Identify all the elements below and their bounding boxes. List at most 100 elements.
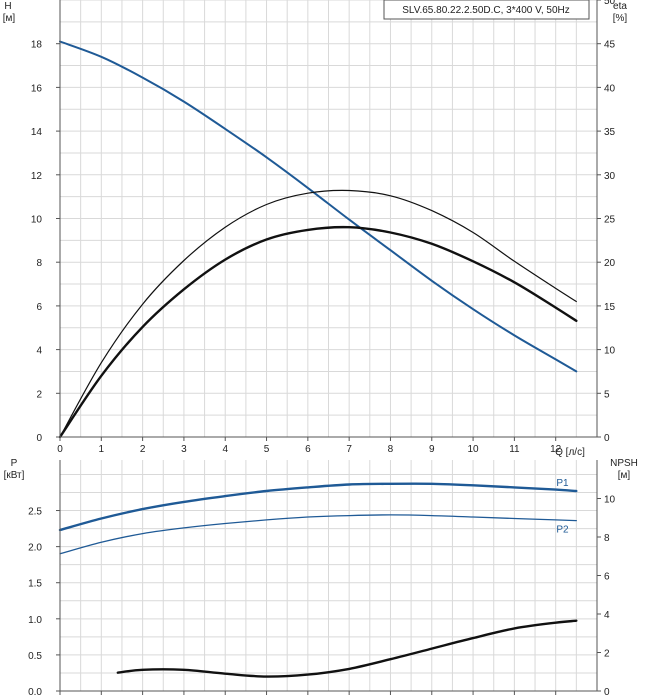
right-tick-label: 0 (604, 433, 610, 444)
left-tick-label: 1.5 (28, 579, 42, 590)
right-tick-label: 15 (604, 302, 616, 313)
left-tick: 2 (36, 389, 60, 400)
right-tick: 4 (597, 610, 610, 621)
top-chart-series (58, 40, 578, 439)
right-tick-label: 30 (604, 171, 616, 182)
x-tick: 11 (509, 437, 520, 455)
right-tick-label: 45 (604, 40, 616, 51)
npsh-axis-label-line2: [м] (618, 470, 631, 481)
left-tick-label: 0.5 (28, 651, 42, 662)
right-tick: 10 (597, 346, 616, 357)
x-tick-label: 3 (181, 444, 187, 455)
x-tick: 0 (57, 437, 63, 455)
left-tick-label: 6 (36, 302, 42, 313)
left-tick: 0.0 (28, 687, 60, 698)
left-tick: 1.5 (28, 579, 60, 590)
x-tick-label: 10 (468, 444, 480, 455)
efficiency-axis-label-line2: [%] (613, 13, 628, 24)
chart-title: SLV.65.80.22.2.50D.C, 3*400 V, 50Hz (402, 5, 570, 16)
left-tick-label: 18 (31, 40, 43, 51)
bottom-chart-grid (59, 460, 598, 692)
left-tick-label: 4 (36, 346, 42, 357)
left-tick: 2.5 (28, 507, 60, 518)
title-box (383, 0, 590, 20)
right-tick-label: 8 (604, 533, 610, 544)
right-tick: 30 (597, 171, 616, 182)
right-tick-label: 5 (604, 389, 610, 400)
bottom-left-axis-label: P [кВт] (4, 458, 25, 481)
right-tick-label: 25 (604, 215, 616, 226)
x-tick-label: 6 (305, 444, 311, 455)
x-tick: 12 (550, 437, 562, 455)
right-tick-label: 35 (604, 127, 616, 138)
bottom-right-axis-label: NPSH [м] (610, 458, 638, 481)
flow-axis-label: Q [л/с] (555, 447, 585, 458)
bottom-chart-axes: 0.0 0.5 1.0 1.5 2.0 2.5 0 2 4 6 8 10 (28, 460, 616, 698)
left-tick: 2.0 (28, 543, 60, 554)
x-tick-label: 7 (346, 444, 352, 455)
bottom-chart-series (58, 482, 578, 678)
right-tick: 20 (597, 258, 616, 269)
right-tick: 45 (597, 40, 616, 51)
left-tick-label: 16 (31, 83, 43, 94)
right-tick-label: 4 (604, 610, 610, 621)
right-tick: 2 (597, 649, 610, 660)
x-tick-label: 11 (509, 444, 520, 455)
left-tick-label: 0.0 (28, 687, 42, 698)
series-p2 (59, 514, 577, 555)
head-axis-label-line1: H (4, 1, 11, 12)
left-tick-label: 1.0 (28, 615, 42, 626)
top-left-axis-label: H [м] (3, 1, 16, 24)
right-tick-label: 0 (604, 687, 610, 698)
right-tick: 15 (597, 302, 616, 313)
right-tick: 6 (597, 572, 610, 583)
right-tick: 0 (597, 687, 610, 698)
right-tick-label: 6 (604, 572, 610, 583)
x-tick: 1 (99, 437, 105, 455)
x-tick: 6 (305, 437, 311, 455)
x-tick: 10 (468, 437, 480, 455)
left-tick: 12 (31, 171, 60, 182)
x-tick-label: 4 (222, 444, 228, 455)
x-tick: 9 (429, 437, 435, 455)
efficiency-axis-label-line1: eta (613, 1, 627, 12)
right-tick: 5 (597, 389, 610, 400)
x-tick: 2 (140, 437, 146, 455)
right-tick-label: 40 (604, 83, 616, 94)
left-tick-label: 8 (36, 258, 42, 269)
left-tick: 0.5 (28, 651, 60, 662)
series-eta-thin (59, 189, 577, 438)
p1-series-label: P1 (556, 478, 569, 489)
series-h (59, 40, 578, 373)
x-tick: 4 (222, 437, 228, 455)
x-tick-label: 2 (140, 444, 146, 455)
left-tick: 18 (31, 40, 60, 51)
x-tick: 8 (388, 437, 394, 455)
left-tick-label: 0 (36, 433, 42, 444)
x-tick-label: 0 (57, 444, 63, 455)
right-tick: 50 (597, 0, 616, 7)
left-tick: 4 (36, 346, 60, 357)
left-tick-label: 14 (31, 127, 43, 138)
left-tick: 14 (31, 127, 60, 138)
x-tick: 3 (181, 437, 187, 455)
x-tick-label: 5 (264, 444, 270, 455)
right-tick: 35 (597, 127, 616, 138)
x-tick-label: 1 (99, 444, 105, 455)
p2-series-label: P2 (556, 525, 569, 536)
left-tick: 16 (31, 83, 60, 94)
right-tick-label: 20 (604, 258, 616, 269)
power-axis-label-line2: [кВт] (4, 470, 25, 481)
head-axis-label-line2: [м] (3, 13, 16, 24)
left-tick-label: 2.0 (28, 543, 42, 554)
top-chart-grid (59, 0, 598, 438)
left-tick-label: 10 (31, 215, 43, 226)
power-axis-label-line1: P (11, 458, 18, 469)
right-tick-label: 50 (604, 0, 616, 7)
x-tick: 5 (264, 437, 270, 455)
left-tick-label: 2.5 (28, 507, 42, 518)
right-tick: 40 (597, 83, 616, 94)
series-p1 (58, 482, 578, 532)
series-eta-bold (58, 225, 578, 439)
